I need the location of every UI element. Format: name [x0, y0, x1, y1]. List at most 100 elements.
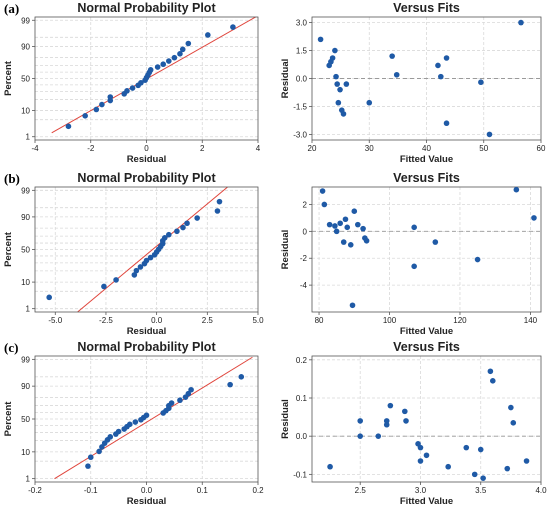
- x-tick-label: 80: [315, 316, 324, 325]
- x-tick-label: -2.5: [99, 316, 113, 325]
- data-point: [46, 294, 52, 301]
- axis-ticks: -0.2 -0.1 0.0 0.1 0.2 1 10 50 90 99: [21, 355, 264, 495]
- data-point: [329, 55, 336, 61]
- data-point: [205, 32, 211, 38]
- x-tick-label: -0.2: [28, 486, 42, 495]
- data-point: [504, 465, 511, 472]
- data-point: [344, 224, 351, 231]
- fit-line: [54, 356, 253, 480]
- panel-label-c: (c): [4, 340, 18, 355]
- data-point: [168, 400, 175, 406]
- x-axis-label: Fitted Value: [400, 326, 453, 337]
- data-point: [131, 272, 138, 278]
- data-point: [107, 434, 114, 440]
- data-point: [523, 458, 530, 464]
- data-point: [375, 433, 382, 439]
- data-point: [166, 58, 172, 64]
- x-tick-label: 50: [479, 144, 488, 153]
- data-point: [180, 224, 186, 231]
- x-tick-label: 2: [200, 144, 205, 153]
- data-point: [343, 81, 350, 87]
- fit-line: [77, 187, 228, 312]
- data-point: [357, 418, 364, 424]
- chart-title: Normal Probability Plot: [77, 171, 216, 185]
- data-point: [480, 475, 486, 481]
- y-tick-label: 10: [21, 278, 30, 287]
- data-point: [351, 208, 358, 214]
- data-point: [366, 99, 373, 106]
- axis-ticks: -5.0 -2.5 0.0 2.5 5.0 1 10 50 90 99: [21, 186, 264, 325]
- data-point: [478, 79, 484, 86]
- data-point: [471, 471, 478, 478]
- x-tick-label: -4: [31, 144, 39, 153]
- data-point: [417, 444, 424, 451]
- y-tick-label: 0.1: [296, 394, 308, 403]
- data-point: [147, 67, 154, 73]
- x-tick-label: 0: [144, 144, 149, 153]
- data-point: [184, 220, 190, 227]
- x-tick-label: 0.0: [151, 316, 163, 325]
- x-tick-label: 3.0: [415, 486, 427, 495]
- data-point: [214, 208, 221, 214]
- y-tick-label: -1.5: [293, 102, 307, 111]
- data-point: [463, 444, 470, 451]
- chart-6: Versus Fits 2.5 3.0 3.5 4.0 -0.1 0.0 0.1 0.2 Fitt…: [280, 340, 547, 507]
- chart-2: Versus Fits 20 30 40 50 60 -3.0 -1.5 0.0 1.5 3.0 Fi…: [280, 1, 546, 165]
- data-point: [321, 201, 328, 208]
- data-point: [326, 221, 333, 228]
- data-point: [177, 51, 183, 57]
- x-tick-label: 2.5: [355, 486, 367, 495]
- x-axis-label: Fitted Value: [400, 154, 453, 165]
- chart-title: Versus Fits: [393, 1, 460, 15]
- x-axis-label: Residual: [127, 326, 167, 337]
- data-point: [489, 378, 496, 384]
- data-point: [101, 283, 107, 290]
- grid: [35, 187, 258, 312]
- x-tick-label: 3.5: [475, 486, 487, 495]
- x-tick-label: 0.2: [252, 486, 264, 495]
- data-point: [340, 239, 347, 245]
- data-point: [333, 228, 340, 235]
- points: [65, 24, 236, 130]
- data-point: [334, 81, 340, 87]
- data-point: [342, 216, 349, 223]
- y-axis-label: Residual: [280, 399, 291, 439]
- y-tick-label: 99: [21, 16, 30, 25]
- plot-frame: [311, 355, 542, 483]
- data-point: [160, 61, 167, 68]
- data-point: [194, 215, 200, 221]
- data-point: [474, 256, 481, 263]
- data-point: [393, 71, 400, 78]
- data-point: [65, 123, 72, 130]
- data-point: [411, 224, 417, 231]
- data-point: [147, 254, 154, 261]
- y-tick-label: 90: [21, 382, 30, 391]
- data-point: [486, 131, 493, 138]
- data-point: [85, 463, 91, 469]
- data-point: [531, 215, 537, 221]
- data-point: [402, 408, 408, 415]
- data-point: [438, 73, 444, 80]
- y-axis-label: Residual: [280, 230, 291, 270]
- y-tick-label: 3.0: [296, 19, 308, 28]
- y-axis-label: Percent: [3, 401, 14, 437]
- y-tick-label: -0.1: [293, 470, 307, 479]
- data-point: [126, 421, 133, 428]
- x-tick-label: 5.0: [252, 316, 264, 325]
- data-point: [445, 463, 451, 470]
- data-point: [340, 111, 347, 117]
- data-point: [93, 106, 100, 113]
- data-point: [138, 79, 144, 86]
- grid: [312, 187, 541, 312]
- y-tick-label: -3.0: [293, 130, 307, 139]
- y-tick-label: 2: [303, 200, 308, 209]
- data-point: [333, 73, 339, 80]
- plot-frame: [311, 186, 542, 313]
- chart-4: Versus Fits 80 100 120 140 -4 -2 0 2 Fitted Value…: [280, 171, 542, 337]
- x-tick-label: -2: [87, 144, 95, 153]
- data-point: [82, 113, 88, 119]
- data-point: [230, 24, 236, 30]
- data-point: [96, 448, 102, 455]
- axis-ticks: 2.5 3.0 3.5 4.0 -0.1 0.0 0.1 0.2: [293, 356, 547, 495]
